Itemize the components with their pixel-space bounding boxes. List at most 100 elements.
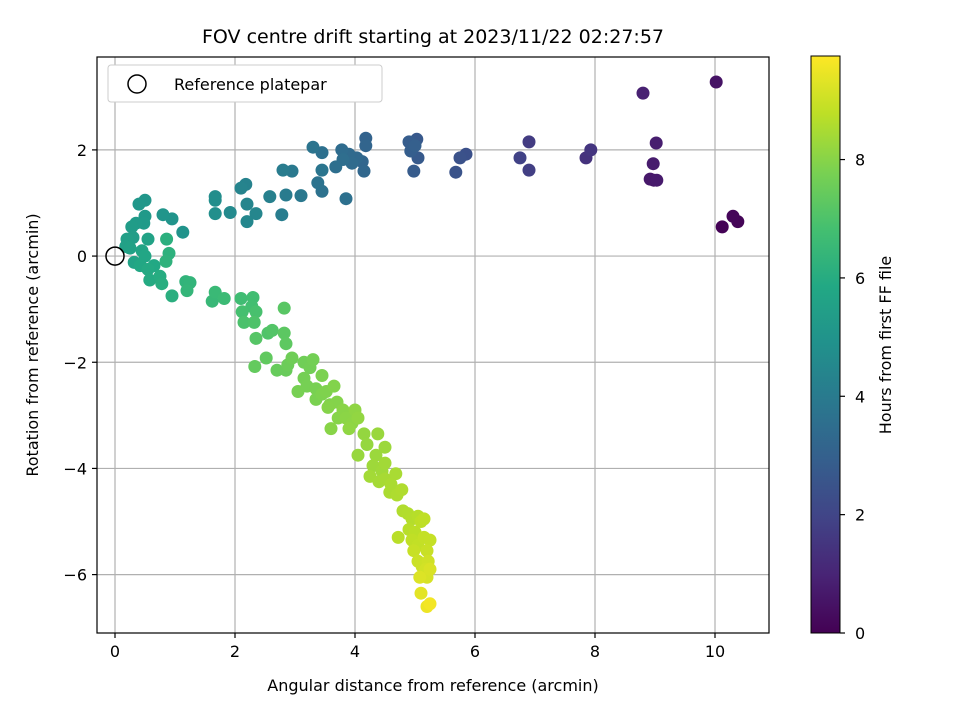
- legend: Reference platepar: [107, 64, 383, 103]
- data-point: [275, 208, 289, 222]
- data-point: [389, 467, 403, 481]
- data-point: [339, 192, 353, 206]
- data-point: [351, 448, 365, 462]
- data-point: [249, 207, 263, 221]
- data-point: [240, 215, 254, 229]
- data-point: [208, 285, 222, 299]
- data-point: [726, 209, 740, 223]
- x-tick-label: 10: [705, 642, 725, 661]
- x-axis-label: Angular distance from reference (arcmin): [267, 676, 598, 695]
- colorbar-tick-label: 6: [855, 269, 865, 288]
- y-tick-label: −4: [63, 459, 87, 478]
- data-point: [143, 273, 157, 287]
- data-point: [125, 220, 139, 234]
- data-point: [327, 379, 341, 393]
- data-point: [378, 440, 392, 454]
- data-point: [407, 164, 421, 178]
- data-point: [311, 176, 325, 190]
- data-point: [646, 157, 660, 171]
- data-point: [324, 422, 338, 436]
- data-point: [408, 139, 422, 153]
- y-tick-label: 2: [77, 141, 87, 160]
- x-tick-label: 2: [230, 642, 240, 661]
- data-point: [208, 207, 222, 221]
- data-point: [156, 208, 170, 222]
- data-point: [276, 163, 290, 177]
- data-point: [417, 512, 431, 526]
- data-point: [155, 277, 169, 291]
- data-point: [649, 136, 663, 150]
- colorbar-tick-label: 8: [855, 151, 865, 170]
- data-point: [522, 163, 536, 177]
- data-point: [360, 438, 374, 451]
- data-point: [217, 292, 231, 305]
- data-point: [342, 422, 356, 436]
- legend-label-reference: Reference platepar: [174, 75, 327, 94]
- data-point: [265, 323, 279, 337]
- x-axis-ticks: 0 2 4 6 8 10: [110, 633, 725, 661]
- data-point: [584, 143, 598, 157]
- data-point: [351, 411, 365, 425]
- data-point: [160, 232, 174, 246]
- data-point: [369, 448, 383, 462]
- data-point: [141, 232, 155, 246]
- colorbar-tick-label: 2: [855, 506, 865, 525]
- data-point: [513, 151, 527, 165]
- data-point: [123, 241, 137, 255]
- x-tick-label: 6: [470, 642, 480, 661]
- data-point: [141, 262, 155, 276]
- x-tick-label: 4: [350, 642, 360, 661]
- data-point: [407, 544, 421, 558]
- data-point: [234, 181, 248, 195]
- data-point: [294, 189, 308, 203]
- data-point: [413, 570, 427, 584]
- data-point: [270, 363, 284, 377]
- y-tick-label: −2: [63, 353, 87, 372]
- data-point: [306, 140, 320, 154]
- data-points: [119, 75, 745, 613]
- data-point: [650, 173, 664, 187]
- data-point: [449, 165, 463, 179]
- data-point: [208, 193, 222, 207]
- data-point: [321, 400, 335, 414]
- data-point: [235, 305, 249, 319]
- data-point: [159, 254, 173, 268]
- data-point: [277, 301, 291, 315]
- data-point: [395, 483, 409, 497]
- data-point: [357, 164, 371, 178]
- data-point: [247, 315, 261, 329]
- data-point: [414, 586, 428, 600]
- colorbar: [810, 55, 841, 634]
- data-point: [279, 337, 293, 351]
- data-point: [263, 190, 277, 204]
- data-point: [279, 188, 293, 202]
- reference-platepar-marker: [105, 246, 125, 266]
- data-point: [180, 284, 194, 298]
- data-point: [306, 353, 320, 367]
- data-point: [329, 160, 343, 174]
- legend-box: [107, 64, 383, 103]
- data-point: [335, 143, 349, 157]
- colorbar-tick-label: 0: [855, 624, 865, 643]
- data-point: [132, 197, 146, 211]
- data-point: [423, 562, 437, 576]
- data-point: [423, 597, 437, 611]
- data-point: [240, 197, 254, 211]
- data-point: [391, 530, 405, 544]
- data-point: [453, 151, 467, 165]
- data-point: [165, 289, 179, 303]
- chart-title: FOV centre drift starting at 2023/11/22 …: [202, 26, 664, 48]
- data-point: [249, 305, 263, 319]
- data-point: [291, 385, 305, 398]
- data-point: [715, 220, 729, 234]
- data-point: [249, 331, 263, 345]
- legend-marker-reference: [127, 74, 147, 94]
- x-tick-label: 0: [110, 642, 120, 661]
- data-point: [315, 369, 329, 382]
- data-point: [237, 315, 251, 329]
- y-tick-label: −6: [63, 566, 87, 585]
- data-point: [285, 351, 299, 365]
- data-point: [423, 533, 437, 547]
